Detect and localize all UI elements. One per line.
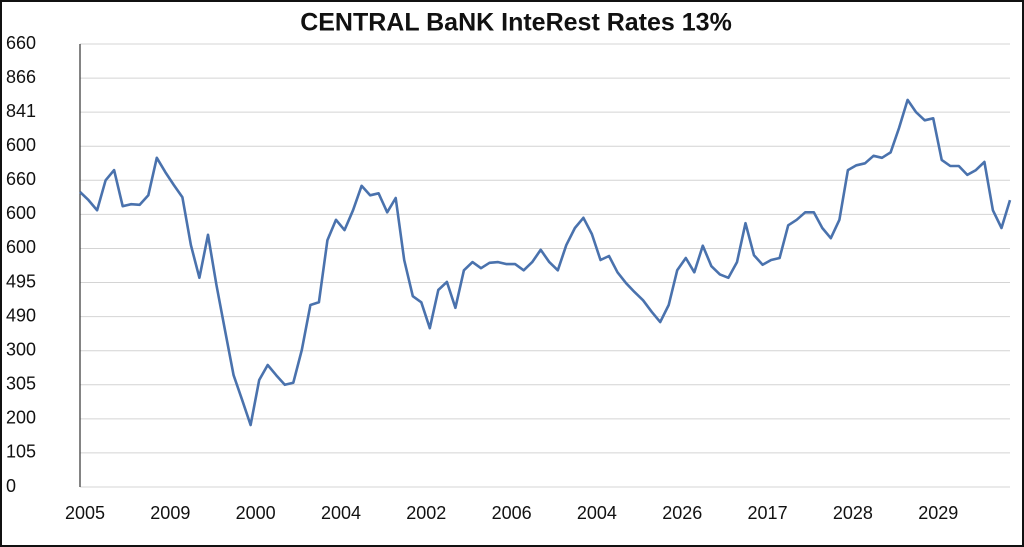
- data-line: [79, 98, 1012, 427]
- y-tick-label: 600: [6, 203, 36, 223]
- chart-title: CENTRAL BaNK InteRest Rates 13%: [300, 9, 732, 37]
- x-tick-label: 2005: [65, 503, 105, 523]
- y-tick-label: 600: [6, 135, 36, 155]
- y-tick-label: 600: [6, 237, 36, 257]
- y-tick-label: 660: [6, 169, 36, 189]
- y-tick-label: 841: [6, 101, 36, 121]
- y-tick-label: 0: [6, 476, 16, 496]
- y-tick-label: 305: [6, 374, 36, 394]
- y-tick-label: 660: [6, 33, 36, 53]
- y-tick-label: 490: [6, 305, 36, 325]
- y-tick-label: 105: [6, 442, 36, 462]
- y-tick-label: 300: [6, 339, 36, 359]
- x-tick-label: 2002: [406, 503, 446, 523]
- y-tick-label: 866: [6, 67, 36, 87]
- x-tick-label: 2026: [662, 503, 702, 523]
- y-tick-label: 495: [6, 271, 36, 291]
- x-tick-label: 2009: [150, 503, 190, 523]
- x-tick-label: 2000: [236, 503, 276, 523]
- x-tick-label: 2029: [918, 503, 958, 523]
- x-tick-label: 2028: [833, 503, 873, 523]
- x-tick-label: 2004: [577, 503, 617, 523]
- x-tick-label: 2004: [321, 503, 361, 523]
- x-tick-label: 2017: [748, 503, 788, 523]
- y-tick-label: 200: [6, 408, 36, 428]
- x-tick-label: 2006: [492, 503, 532, 523]
